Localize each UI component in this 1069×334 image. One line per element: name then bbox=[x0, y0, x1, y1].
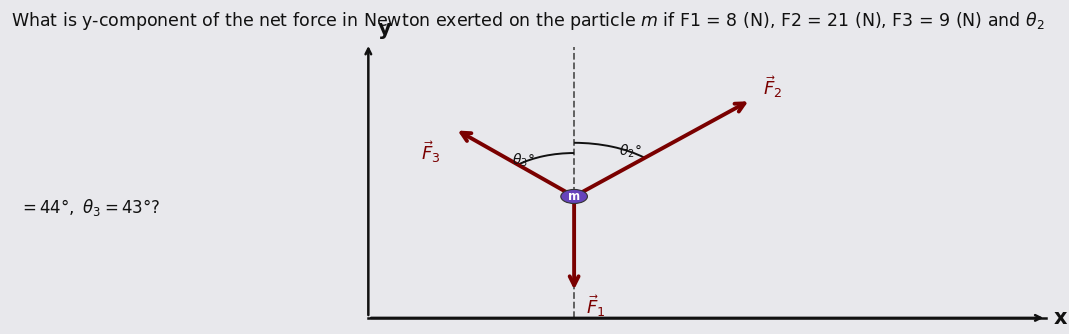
Text: $= 44°,\ \theta_3 = 43°?$: $= 44°,\ \theta_3 = 43°?$ bbox=[19, 197, 160, 218]
Text: $\vec{F}_2$: $\vec{F}_2$ bbox=[763, 74, 783, 100]
Text: $\vec{F}_3$: $\vec{F}_3$ bbox=[421, 139, 440, 165]
Circle shape bbox=[561, 189, 588, 203]
Text: What is y-component of the net force in Newton exerted on the particle $m$ if F1: What is y-component of the net force in … bbox=[11, 10, 1044, 32]
Text: x: x bbox=[1053, 308, 1067, 328]
Text: $\theta_3°$: $\theta_3°$ bbox=[512, 152, 534, 169]
Text: $\theta_2°$: $\theta_2°$ bbox=[619, 143, 641, 160]
Text: m: m bbox=[568, 190, 580, 203]
Text: y: y bbox=[378, 19, 391, 39]
Text: $\vec{F}_1$: $\vec{F}_1$ bbox=[586, 294, 606, 319]
